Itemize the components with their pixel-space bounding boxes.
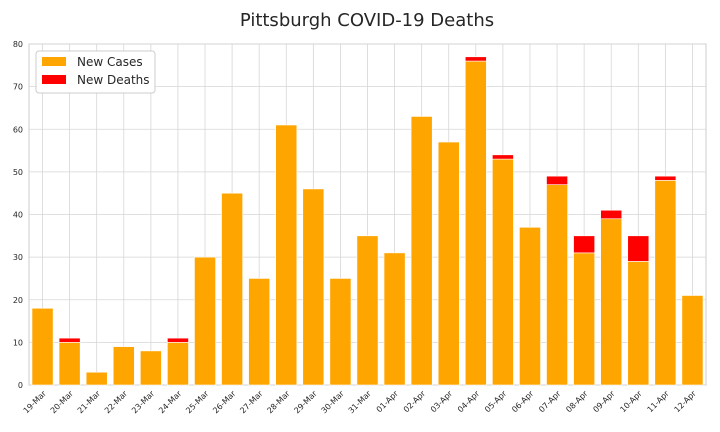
bar-new-cases-28-Mar: [275, 124, 298, 386]
bar-new-cases-20-Mar: [58, 342, 81, 386]
bar-new-cases-07-Apr: [546, 184, 568, 386]
bar-new-cases-21-Mar: [85, 371, 108, 386]
bar-new-deaths-05-Apr: [492, 154, 514, 160]
bar-new-cases-12-Apr: [681, 295, 704, 386]
y-tick-label: 30: [13, 253, 23, 262]
x-tick-label: 30-Mar: [320, 389, 347, 416]
bar-new-deaths-09-Apr: [600, 209, 623, 220]
x-tick-label: 10-Apr: [618, 389, 644, 415]
x-tick-label: 27-Mar: [238, 389, 265, 416]
legend: New Cases New Deaths: [35, 50, 156, 94]
y-tick-label: 70: [13, 83, 23, 92]
x-tick-label: 23-Mar: [130, 389, 157, 416]
bar-new-deaths-20-Mar: [58, 337, 81, 343]
x-tick-label: 19-Mar: [22, 389, 49, 416]
y-axis: 0 10 20 30 40 50 60 70 80: [13, 40, 23, 390]
x-tick-label: 29-Mar: [292, 389, 319, 416]
bar-new-cases-09-Apr: [600, 218, 623, 386]
bar-new-cases-26-Mar: [221, 192, 243, 386]
bar-new-cases-06-Apr: [519, 226, 541, 386]
x-tick-label: 03-Apr: [429, 389, 455, 415]
bar-new-cases-23-Mar: [139, 350, 162, 386]
x-tick-label: 06-Apr: [510, 389, 536, 415]
x-tick-label: 25-Mar: [184, 389, 211, 416]
bar-new-cases-11-Apr: [654, 180, 677, 386]
legend-label: New Deaths: [77, 73, 150, 87]
x-tick-label: 21-Mar: [76, 389, 103, 416]
y-tick-label: 80: [13, 40, 23, 49]
y-tick-label: 20: [13, 296, 23, 305]
x-axis: 19-Mar 20-Mar 21-Mar 22-Mar 23-Mar 24-Mar 25-M…: [22, 389, 699, 416]
x-tick-label: 31-Mar: [347, 389, 374, 416]
legend-label: New Cases: [77, 55, 143, 69]
bar-new-cases-01-Apr: [383, 252, 406, 386]
x-tick-label: 22-Mar: [103, 389, 130, 416]
x-tick-label: 05-Apr: [483, 389, 509, 415]
legend-swatch: [42, 57, 66, 66]
x-tick-label: 26-Mar: [211, 389, 238, 416]
x-tick-label: 09-Apr: [591, 389, 617, 415]
y-tick-label: 10: [13, 338, 23, 347]
y-tick-label: 60: [13, 125, 23, 134]
bar-new-cases-03-Apr: [437, 141, 460, 386]
bar-new-deaths-04-Apr: [464, 56, 487, 62]
bar-new-cases-27-Mar: [248, 278, 271, 386]
x-tick-label: 01-Apr: [375, 389, 401, 415]
bar-new-cases-22-Mar: [112, 346, 135, 386]
bar-new-cases-31-Mar: [356, 235, 379, 386]
bar-new-deaths-08-Apr: [573, 235, 596, 254]
chart-title: Pittsburgh COVID-19 Deaths: [240, 10, 494, 31]
x-tick-label: 28-Mar: [265, 389, 292, 416]
bar-new-deaths-24-Mar: [167, 337, 189, 343]
x-tick-label: 11-Apr: [646, 389, 672, 415]
bar-new-cases-30-Mar: [329, 278, 352, 386]
x-tick-label: 24-Mar: [157, 389, 184, 416]
bar-new-cases-29-Mar: [302, 188, 325, 386]
bar-new-deaths-10-Apr: [627, 235, 650, 262]
legend-swatch: [42, 75, 66, 84]
y-tick-label: 50: [13, 168, 23, 177]
bar-new-cases-25-Mar: [194, 256, 216, 386]
bar-new-cases-05-Apr: [492, 158, 514, 386]
bar-new-cases-04-Apr: [464, 60, 487, 386]
y-tick-label: 0: [18, 381, 23, 390]
bar-new-deaths-11-Apr: [654, 175, 677, 181]
bar-new-cases-08-Apr: [573, 252, 596, 386]
x-tick-label: 02-Apr: [402, 389, 428, 415]
x-tick-label: 20-Mar: [49, 389, 76, 416]
bar-new-cases-02-Apr: [410, 116, 433, 386]
bar-new-deaths-07-Apr: [546, 175, 568, 185]
x-tick-label: 07-Apr: [537, 389, 563, 415]
y-tick-label: 40: [13, 211, 23, 220]
x-tick-label: 12-Apr: [673, 389, 699, 415]
bar-new-cases-19-Mar: [31, 307, 54, 386]
bar-new-cases-10-Apr: [627, 261, 650, 386]
x-tick-label: 08-Apr: [564, 389, 590, 415]
x-tick-label: 04-Apr: [456, 389, 482, 415]
bar-new-cases-24-Mar: [167, 342, 189, 386]
bars: [31, 56, 704, 386]
